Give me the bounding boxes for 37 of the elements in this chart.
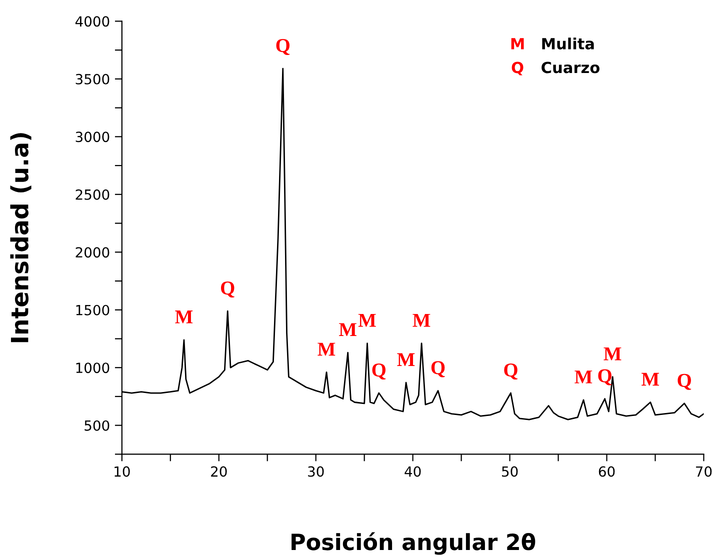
- annotation: M: [604, 347, 622, 360]
- annotation: M: [397, 353, 415, 366]
- y-tick-label: 500: [84, 420, 110, 431]
- x-tick-label: 20: [211, 466, 227, 477]
- annotation: M: [511, 38, 524, 50]
- annotation: Q: [221, 282, 234, 298]
- annotation: Q: [431, 361, 445, 378]
- y-axis-title: Intensidad (u.a): [10, 133, 32, 342]
- y-tick-label: 3000: [76, 132, 110, 142]
- y-tick-label: 3500: [76, 74, 110, 84]
- x-tick-label: 10: [114, 466, 130, 477]
- annotation: Q: [512, 62, 524, 76]
- annotation: M: [175, 310, 193, 324]
- x-tick-label: 50: [502, 466, 518, 477]
- annotation: Q: [372, 363, 386, 380]
- annotation: Mulita: [542, 38, 594, 50]
- annotation: M: [412, 314, 430, 327]
- x-tick-label: 30: [308, 466, 324, 477]
- annotation: Q: [678, 374, 692, 390]
- annotation: Cuarzo: [542, 62, 600, 74]
- annotation: Q: [598, 369, 612, 386]
- annotation: M: [318, 342, 336, 356]
- x-tick-label: 60: [598, 466, 615, 477]
- annotation: M: [642, 372, 660, 386]
- y-tick-label: 4000: [75, 16, 110, 27]
- annotation: M: [358, 314, 376, 327]
- x-axis-title: Posición angular 2θ: [292, 532, 536, 555]
- y-tick-label: 2000: [76, 247, 110, 258]
- annotation: Q: [504, 363, 518, 380]
- y-tick-label: 1500: [76, 304, 110, 316]
- x-tick-label: 40: [404, 466, 421, 477]
- annotation: M: [339, 323, 356, 336]
- y-tick-label: 2500: [76, 189, 110, 200]
- annotation: M: [574, 370, 592, 384]
- annotation: Q: [276, 39, 290, 56]
- y-tick-label: 1000: [76, 362, 110, 374]
- x-tick-label: 70: [696, 466, 712, 477]
